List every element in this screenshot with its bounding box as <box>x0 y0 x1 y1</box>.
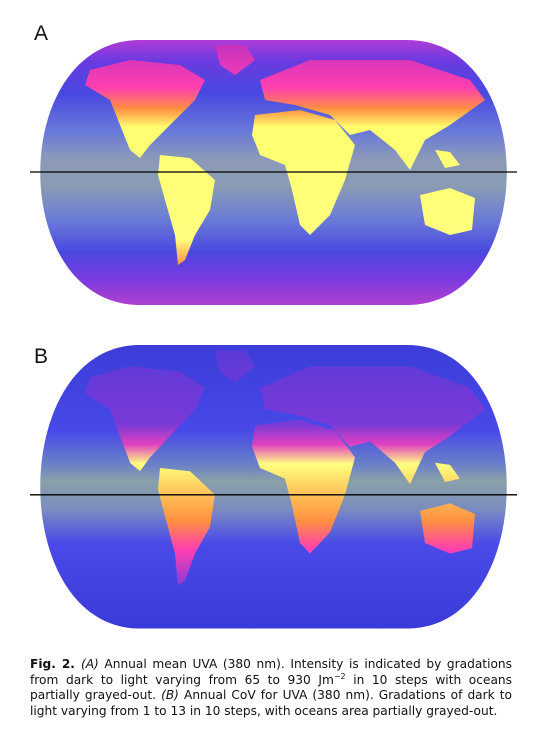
caption-text: (A) <box>80 657 99 671</box>
panel-label: B <box>34 345 48 368</box>
map-b <box>30 345 517 629</box>
panel-label: A <box>34 22 48 45</box>
caption-label: Fig. 2. <box>30 657 75 671</box>
caption-text: (B) <box>161 688 179 702</box>
caption-text: −2 <box>333 671 346 681</box>
caption-text: in 10 steps with oceans partially grayed… <box>30 672 512 703</box>
map-a <box>30 40 517 305</box>
caption-text: Annual CoV for UVA (380 nm). Gradations … <box>30 688 512 718</box>
caption-text: Annual mean UVA (380 nm). Intensity is i… <box>30 657 512 687</box>
figure: A B <box>30 22 517 629</box>
caption: Fig. 2. (A) Annual mean UVA (380 nm). Int… <box>30 657 512 719</box>
